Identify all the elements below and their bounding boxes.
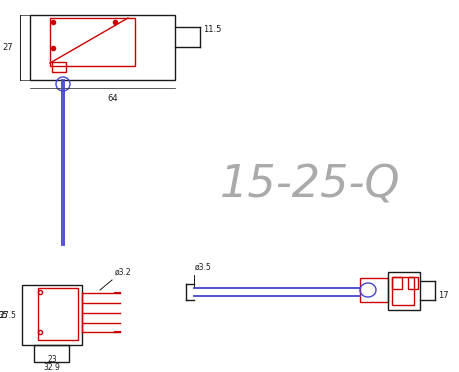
Text: 17: 17 [437,291,448,299]
Bar [52,62,66,72]
Bar [391,277,413,305]
Text: 27.5: 27.5 [0,311,16,320]
Text: 15-25-Q: 15-25-Q [219,164,399,206]
Bar [387,272,419,310]
Bar [50,18,134,66]
Bar [359,278,387,302]
Text: ø3.5: ø3.5 [195,263,211,272]
Text: 11.5: 11.5 [202,26,221,35]
Bar [30,15,174,80]
Bar [34,345,69,362]
Text: 23: 23 [47,355,57,364]
Text: ø3.2: ø3.2 [115,268,131,277]
Text: 35: 35 [0,311,8,320]
Bar [22,285,82,345]
Bar [391,277,401,289]
Text: 32.9: 32.9 [44,363,60,372]
Text: 27: 27 [2,43,13,52]
Bar [407,277,417,289]
Text: 64: 64 [107,94,118,103]
Bar [38,288,78,340]
